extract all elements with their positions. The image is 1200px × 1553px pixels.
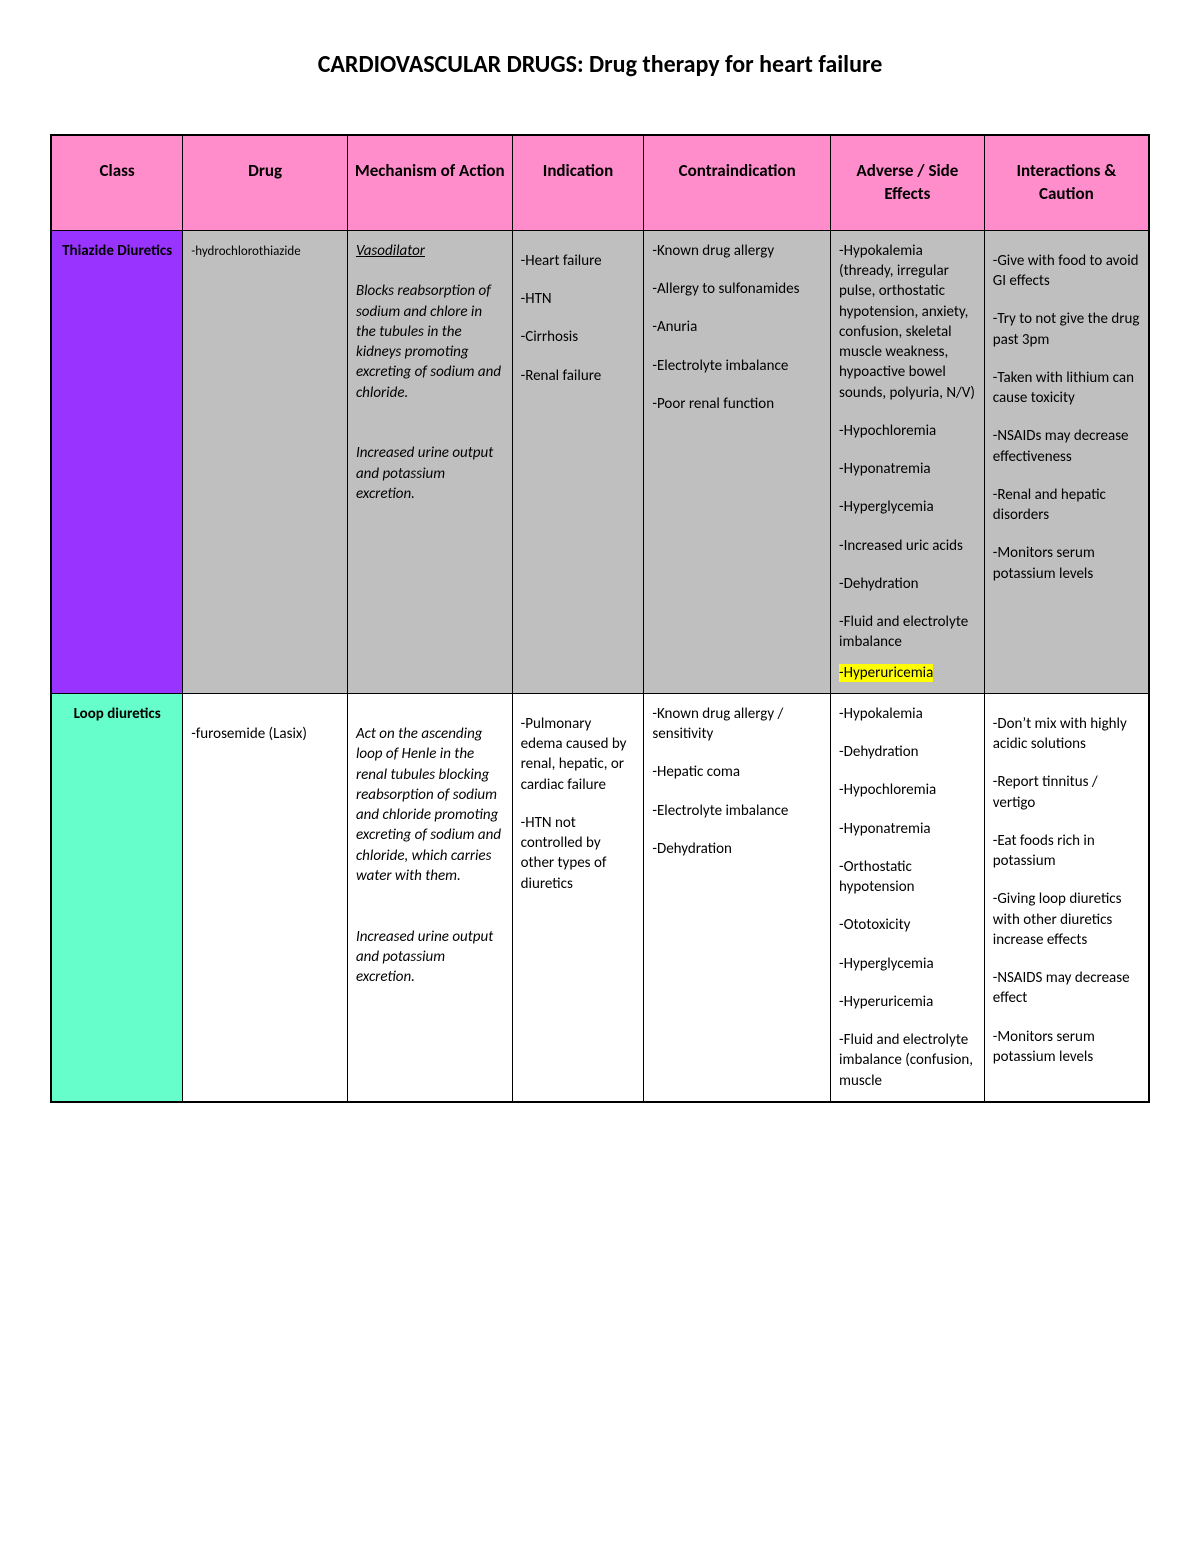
list-item: -Known drug allergy xyxy=(652,241,822,261)
list-item: -Taken with lithium can cause toxicity xyxy=(993,368,1140,409)
list-item: -Fluid and electrolyte imbalance xyxy=(839,612,976,653)
highlighted-text: -Hyperuricemia xyxy=(839,664,933,682)
contra-list: -Known drug allergy -Allergy to sulfonam… xyxy=(652,241,822,414)
cell-indication: -Heart failure -HTN -Cirrhosis -Renal fa… xyxy=(512,230,644,693)
list-item: -Heart failure xyxy=(521,251,636,271)
list-item: -Known drug allergy / sensitivity xyxy=(652,704,822,745)
th-class: Class xyxy=(51,135,183,230)
list-item: -Hypochloremia xyxy=(839,421,976,441)
moa-body-2: Increased urine output and potassium exc… xyxy=(356,927,504,988)
list-item: -Poor renal function xyxy=(652,394,822,414)
cell-interactions: -Give with food to avoid GI effects -Try… xyxy=(984,230,1149,693)
interactions-list: -Give with food to avoid GI effects -Try… xyxy=(993,241,1140,584)
drug-text: -hydrochlorothiazide xyxy=(191,244,300,259)
list-item: -HTN xyxy=(521,289,636,309)
list-item: -Dehydration xyxy=(839,742,976,762)
cell-interactions: -Don’t mix with highly acidic solutions … xyxy=(984,693,1149,1102)
list-item: -NSAIDs may decrease effectiveness xyxy=(993,426,1140,467)
list-item: -Increased uric acids xyxy=(839,536,976,556)
list-item: -Hypokalemia xyxy=(839,704,976,724)
list-item: -Electrolyte imbalance xyxy=(652,356,822,376)
list-item: -HTN not controlled by other types of di… xyxy=(521,813,636,894)
cell-indication: -Pulmonary edema caused by renal, hepati… xyxy=(512,693,644,1102)
table-body: Thiazide Diuretics -hydrochlorothiazide … xyxy=(51,230,1149,1102)
list-item: -Monitors serum potassium levels xyxy=(993,1027,1140,1068)
cell-drug: -hydrochlorothiazide xyxy=(183,230,348,693)
page: CARDIOVASCULAR DRUGS: Drug therapy for h… xyxy=(0,0,1200,1553)
adverse-list: -Hypokalemia -Dehydration -Hypochloremia… xyxy=(839,704,976,1091)
list-item: -Don’t mix with highly acidic solutions xyxy=(993,714,1140,755)
list-item: -Hyperglycemia xyxy=(839,497,976,517)
moa-body-1: Act on the ascending loop of Henle in th… xyxy=(356,724,504,886)
cell-moa: Vasodilator Blocks reabsorption of sodiu… xyxy=(347,230,512,693)
adverse-list: -Hypokalemia (thready, irregular pulse, … xyxy=(839,241,976,683)
list-item: -Anuria xyxy=(652,317,822,337)
list-item: -Give with food to avoid GI effects xyxy=(993,251,1140,292)
list-item: -Electrolyte imbalance xyxy=(652,801,822,821)
table-header-row: Class Drug Mechanism of Action Indicatio… xyxy=(51,135,1149,230)
list-item: -Cirrhosis xyxy=(521,327,636,347)
cell-adverse: -Hypokalemia (thready, irregular pulse, … xyxy=(831,230,985,693)
th-interactions: Interactions & Caution xyxy=(984,135,1149,230)
list-item: -Giving loop diuretics with other diuret… xyxy=(993,889,1140,950)
indication-list: -Heart failure -HTN -Cirrhosis -Renal fa… xyxy=(521,241,636,386)
list-item: -NSAIDS may decrease effect xyxy=(993,968,1140,1009)
th-contra: Contraindication xyxy=(644,135,831,230)
th-moa: Mechanism of Action xyxy=(347,135,512,230)
list-item: -Hyperuricemia xyxy=(839,992,976,1012)
th-indication: Indication xyxy=(512,135,644,230)
list-item: -Fluid and electrolyte imbalance (confus… xyxy=(839,1030,976,1091)
list-item: -Pulmonary edema caused by renal, hepati… xyxy=(521,714,636,795)
list-item: -Hepatic coma xyxy=(652,762,822,782)
list-item: -Allergy to sulfonamides xyxy=(652,279,822,299)
list-item: -Renal and hepatic disorders xyxy=(993,485,1140,526)
list-item: -Try to not give the drug past 3pm xyxy=(993,309,1140,350)
moa-head: Vasodilator xyxy=(356,241,504,261)
cell-class: Thiazide Diuretics xyxy=(51,230,183,693)
th-drug: Drug xyxy=(183,135,348,230)
list-item: -Ototoxicity xyxy=(839,915,976,935)
cell-adverse: -Hypokalemia -Dehydration -Hypochloremia… xyxy=(831,693,985,1102)
table-row: Loop diuretics -furosemide (Lasix) Act o… xyxy=(51,693,1149,1102)
list-item: -Hyponatremia xyxy=(839,459,976,479)
list-item: -Hyperglycemia xyxy=(839,954,976,974)
interactions-list: -Don’t mix with highly acidic solutions … xyxy=(993,704,1140,1067)
list-item: -Hyperuricemia xyxy=(839,663,976,683)
list-item: -Report tinnitus / vertigo xyxy=(993,772,1140,813)
moa-body-2: Increased urine output and potassium exc… xyxy=(356,443,504,504)
list-item: -Orthostatic hypotension xyxy=(839,857,976,898)
list-item: -Dehydration xyxy=(839,574,976,594)
cell-drug: -furosemide (Lasix) xyxy=(183,693,348,1102)
page-title: CARDIOVASCULAR DRUGS: Drug therapy for h… xyxy=(50,50,1150,79)
contra-list: -Known drug allergy / sensitivity -Hepat… xyxy=(652,704,822,859)
table-row: Thiazide Diuretics -hydrochlorothiazide … xyxy=(51,230,1149,693)
indication-list: -Pulmonary edema caused by renal, hepati… xyxy=(521,704,636,894)
list-item: -Renal failure xyxy=(521,366,636,386)
list-item: -Hypokalemia (thready, irregular pulse, … xyxy=(839,241,976,403)
list-item: -Eat foods rich in potassium xyxy=(993,831,1140,872)
th-adverse: Adverse / Side Effects xyxy=(831,135,985,230)
drug-table: Class Drug Mechanism of Action Indicatio… xyxy=(50,134,1150,1103)
cell-moa: Act on the ascending loop of Henle in th… xyxy=(347,693,512,1102)
list-item: -Dehydration xyxy=(652,839,822,859)
cell-class: Loop diuretics xyxy=(51,693,183,1102)
cell-contra: -Known drug allergy -Allergy to sulfonam… xyxy=(644,230,831,693)
drug-text: -furosemide (Lasix) xyxy=(191,725,307,743)
cell-contra: -Known drug allergy / sensitivity -Hepat… xyxy=(644,693,831,1102)
list-item: -Hyponatremia xyxy=(839,819,976,839)
moa-body-1: Blocks reabsorption of sodium and chlore… xyxy=(356,281,504,403)
list-item: -Hypochloremia xyxy=(839,780,976,800)
list-item: -Monitors serum potassium levels xyxy=(993,543,1140,584)
